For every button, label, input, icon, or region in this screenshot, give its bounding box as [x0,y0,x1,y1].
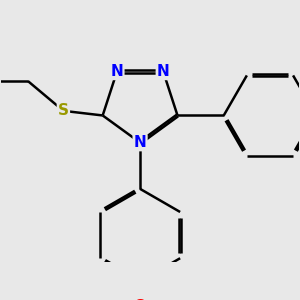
Text: N: N [111,64,123,79]
Text: O: O [134,299,147,300]
Text: N: N [134,135,146,150]
Text: S: S [58,103,69,118]
Text: N: N [157,64,169,79]
